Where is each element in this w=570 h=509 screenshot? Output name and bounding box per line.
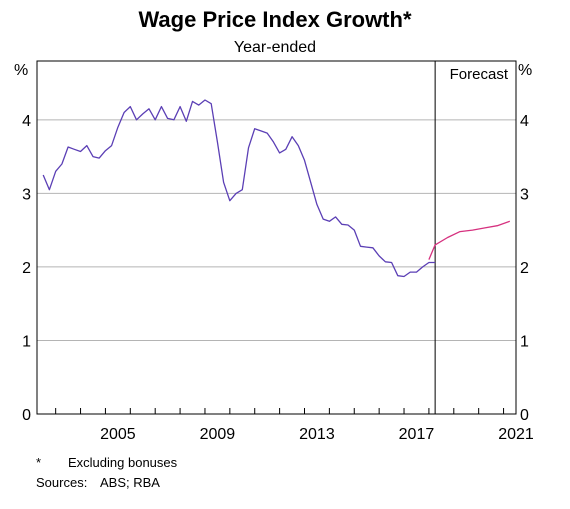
- footnote-text: Excluding bonuses: [68, 455, 178, 470]
- y-tick-label-left: 3: [22, 186, 31, 203]
- y-axis-right: 0 1 2 3 4: [520, 113, 529, 424]
- y-tick-label-left: 4: [22, 113, 31, 130]
- footnote-symbol: *: [36, 455, 42, 470]
- x-tick-label: 2009: [200, 426, 236, 443]
- y-unit-right: %: [518, 62, 532, 79]
- gridlines: [37, 119, 516, 341]
- chart-title: Wage Price Index Growth*: [138, 7, 411, 32]
- y-tick-label-left: 2: [22, 260, 31, 277]
- y-tick-label-right: 3: [520, 186, 529, 203]
- y-unit-left: %: [14, 62, 28, 79]
- sources-label: Sources:: [36, 475, 88, 490]
- plot-frame: [36, 60, 517, 415]
- forecast-label: Forecast: [450, 66, 509, 83]
- y-tick-label-left: 1: [22, 333, 31, 350]
- y-axis-left: 0 1 2 3 4: [22, 113, 31, 424]
- chart-subtitle: Year-ended: [234, 39, 316, 56]
- sources-text: ABS; RBA: [100, 475, 160, 490]
- x-tick-label: 2005: [100, 426, 136, 443]
- x-tick-label: 2017: [399, 426, 435, 443]
- x-axis: 2005 2009 2013 2017 2021: [55, 408, 534, 443]
- actual-series-line: [42, 99, 436, 278]
- y-tick-label-left: 0: [22, 407, 31, 424]
- y-tick-label-right: 0: [520, 407, 529, 424]
- x-tick-label: 2021: [498, 426, 534, 443]
- y-tick-label-right: 1: [520, 333, 529, 350]
- y-tick-label-right: 2: [520, 260, 529, 277]
- x-tick-label: 2013: [299, 426, 335, 443]
- y-tick-label-right: 4: [520, 113, 529, 130]
- series-group: [42, 99, 511, 278]
- forecast-series-line: [428, 220, 511, 260]
